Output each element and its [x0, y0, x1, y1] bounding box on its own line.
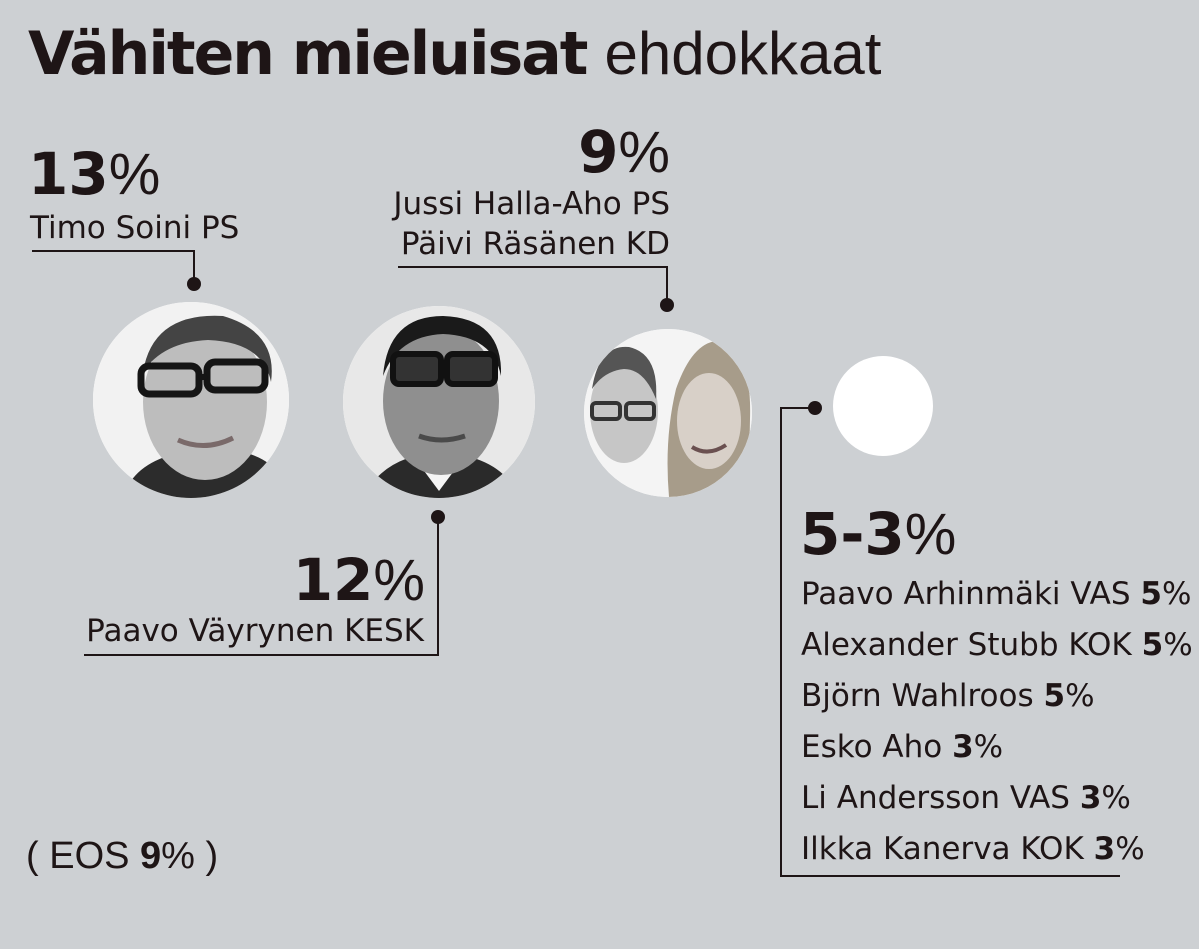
group-3-leader-dot: [660, 298, 674, 312]
list-item: Alexander Stubb KOK 5%: [801, 627, 1193, 663]
group-3-name-1: Jussi Halla-Aho PS: [393, 186, 670, 222]
portrait-icon: [93, 302, 289, 498]
group-3-leader-v: [666, 266, 668, 300]
group-2-name: Paavo Väyrynen KESK: [86, 613, 424, 649]
portrait-icon: [584, 329, 752, 497]
group-1-percent: 13%: [28, 140, 161, 208]
group-2-leader-h: [84, 654, 439, 656]
group-1-leader-dot: [187, 277, 201, 291]
portrait-icon: [343, 306, 535, 498]
group-2-leader-v: [437, 517, 439, 656]
empty-photo-circle: [833, 356, 933, 456]
group-4-leader-v: [780, 407, 782, 877]
group-3-name-2: Päivi Räsänen KD: [400, 226, 670, 262]
photo-paavo-vayrynen: [343, 306, 535, 498]
group-3-percent: 9%: [578, 118, 670, 186]
group-2-percent: 12%: [292, 546, 425, 614]
group-3-leader-h: [398, 266, 668, 268]
list-item: Esko Aho 3%: [801, 729, 1004, 765]
list-item: Paavo Arhinmäki VAS 5%: [801, 576, 1192, 612]
list-item: Björn Wahlroos 5%: [801, 678, 1095, 714]
photo-halla-aho-rasanen: [584, 329, 752, 497]
list-item: Li Andersson VAS 3%: [801, 780, 1131, 816]
group-4-leader-dot: [808, 401, 822, 415]
eos-note: ( EOS 9% ): [26, 835, 219, 877]
group-1-name: Timo Soini PS: [30, 210, 240, 246]
group-4-list: Paavo Arhinmäki VAS 5% Alexander Stubb K…: [801, 569, 1193, 875]
group-1-leader-v: [193, 250, 195, 278]
list-item: Ilkka Kanerva KOK 3%: [801, 831, 1145, 867]
group-4-leader-h-bottom: [780, 875, 1120, 877]
group-4-percent: 5-3%: [800, 500, 957, 568]
chart-title: Vähiten mieluisat ehdokkaat: [28, 14, 881, 94]
title-bold: Vähiten mieluisat: [28, 19, 588, 89]
group-1-leader-h: [32, 250, 195, 252]
title-light: ehdokkaat: [604, 20, 882, 87]
photo-timo-soini: [93, 302, 289, 498]
group-4-leader-h-top: [781, 407, 811, 409]
